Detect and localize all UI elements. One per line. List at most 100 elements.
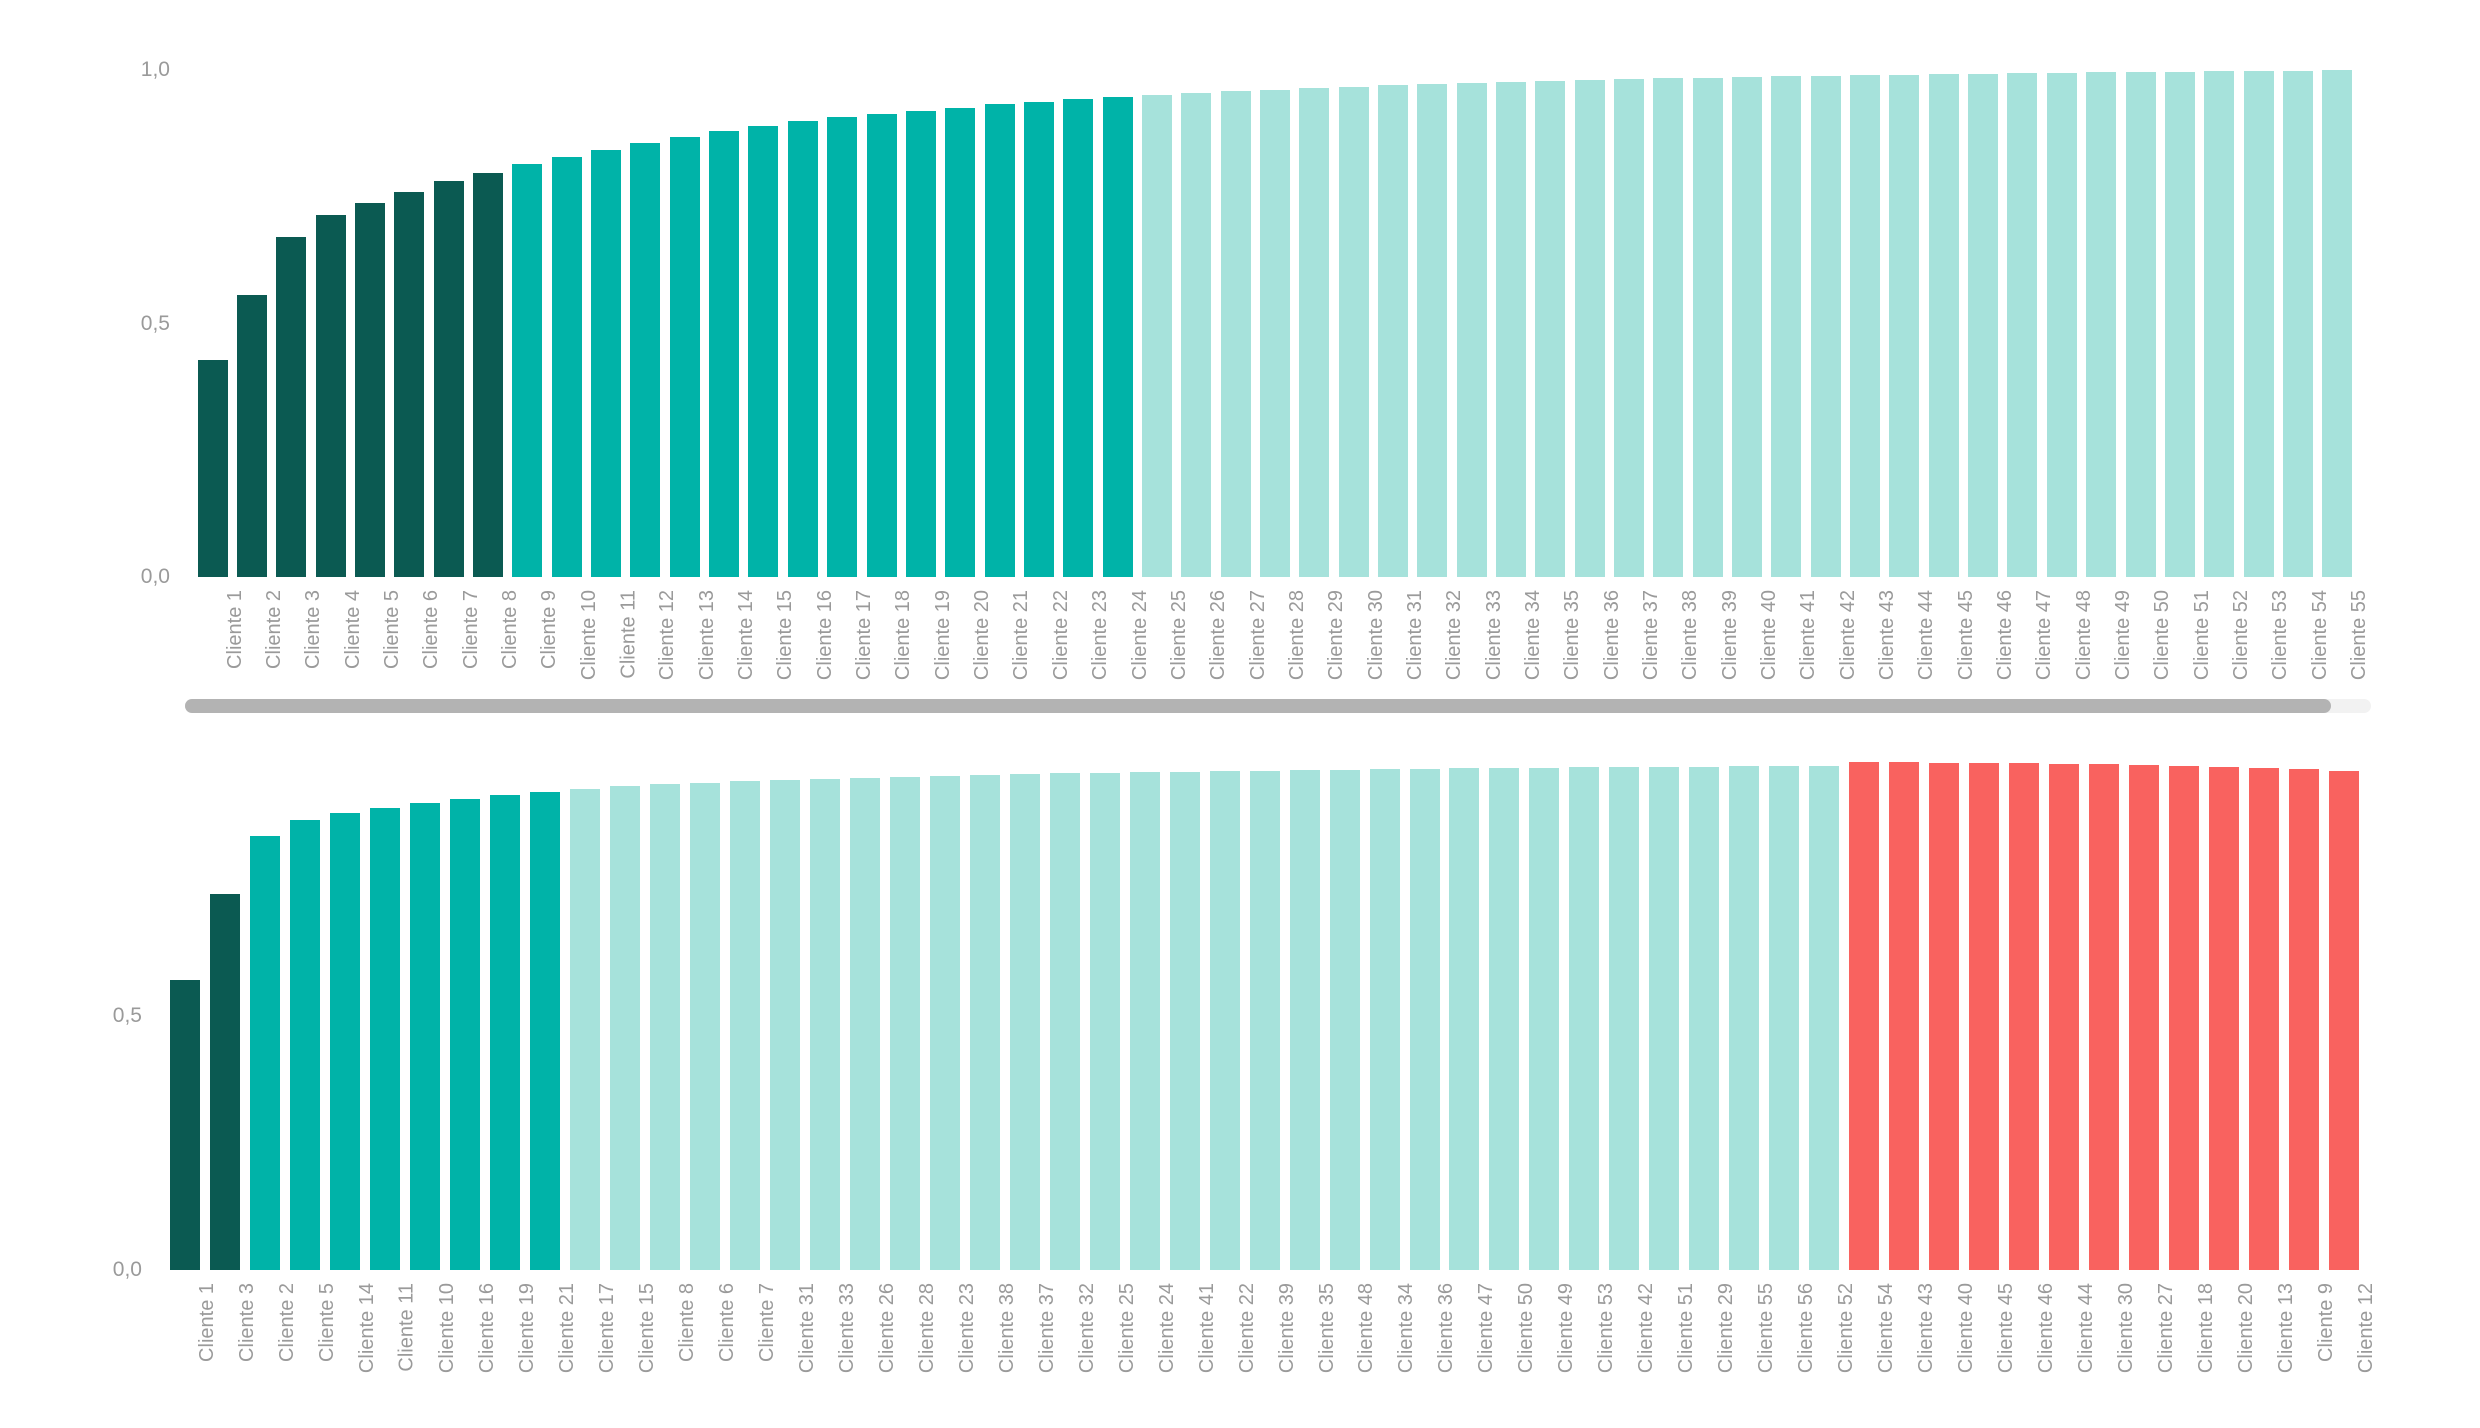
bar-cliente-18[interactable] bbox=[866, 114, 897, 577]
bar-cliente-50[interactable] bbox=[1489, 768, 1520, 1270]
bar-cliente-36[interactable] bbox=[1574, 80, 1605, 577]
bar-cliente-39[interactable] bbox=[1692, 78, 1723, 577]
bar-cliente-38[interactable] bbox=[1653, 78, 1684, 577]
bar-cliente-34[interactable] bbox=[1369, 769, 1400, 1270]
bar-cliente-50[interactable] bbox=[2125, 72, 2156, 577]
bar-cliente-15[interactable] bbox=[609, 786, 640, 1270]
bar-cliente-44[interactable] bbox=[2049, 764, 2080, 1270]
bar-cliente-47[interactable] bbox=[2007, 73, 2038, 577]
bar-cliente-56[interactable] bbox=[1769, 766, 1800, 1270]
bar-cliente-5[interactable] bbox=[289, 820, 320, 1270]
bar-cliente-54[interactable] bbox=[2282, 71, 2313, 577]
bar-cliente-12[interactable] bbox=[630, 143, 661, 577]
bar-cliente-7[interactable] bbox=[433, 181, 464, 577]
bar-cliente-34[interactable] bbox=[1496, 82, 1527, 577]
bar-cliente-3[interactable] bbox=[209, 894, 240, 1270]
bar-cliente-30[interactable] bbox=[1338, 87, 1369, 577]
bar-cliente-46[interactable] bbox=[1968, 74, 1999, 577]
bar-cliente-1[interactable] bbox=[197, 360, 228, 577]
bar-cliente-32[interactable] bbox=[1049, 773, 1080, 1270]
bar-cliente-25[interactable] bbox=[1141, 95, 1172, 577]
bar-cliente-16[interactable] bbox=[449, 799, 480, 1270]
bar-cliente-11[interactable] bbox=[591, 150, 622, 577]
bar-cliente-10[interactable] bbox=[409, 803, 440, 1270]
bar-cliente-37[interactable] bbox=[1614, 79, 1645, 577]
bar-cliente-45[interactable] bbox=[1928, 74, 1959, 577]
bar-cliente-36[interactable] bbox=[1409, 769, 1440, 1270]
bar-cliente-53[interactable] bbox=[2243, 71, 2274, 577]
bar-cliente-45[interactable] bbox=[1969, 763, 2000, 1270]
bar-cliente-28[interactable] bbox=[889, 777, 920, 1270]
bar-cliente-49[interactable] bbox=[1529, 768, 1560, 1270]
bar-cliente-38[interactable] bbox=[969, 775, 1000, 1270]
bar-cliente-10[interactable] bbox=[551, 157, 582, 577]
bar-cliente-32[interactable] bbox=[1417, 84, 1448, 577]
bar-cliente-39[interactable] bbox=[1249, 771, 1280, 1270]
bar-cliente-13[interactable] bbox=[2249, 768, 2280, 1270]
bar-cliente-17[interactable] bbox=[569, 789, 600, 1270]
bar-cliente-13[interactable] bbox=[669, 137, 700, 577]
bar-cliente-3[interactable] bbox=[276, 237, 307, 577]
bar-cliente-16[interactable] bbox=[787, 121, 818, 577]
bar-cliente-4[interactable] bbox=[315, 215, 346, 577]
bar-cliente-31[interactable] bbox=[769, 780, 800, 1270]
bar-cliente-55[interactable] bbox=[1729, 766, 1760, 1270]
bar-cliente-20[interactable] bbox=[945, 108, 976, 577]
bar-cliente-29[interactable] bbox=[1689, 767, 1720, 1270]
bar-cliente-27[interactable] bbox=[1220, 91, 1251, 577]
bar-cliente-54[interactable] bbox=[1849, 762, 1880, 1270]
bar-cliente-48[interactable] bbox=[2046, 73, 2077, 577]
bar-cliente-40[interactable] bbox=[1732, 77, 1763, 577]
bar-cliente-33[interactable] bbox=[1456, 83, 1487, 577]
bar-cliente-44[interactable] bbox=[1889, 75, 1920, 577]
bar-cliente-25[interactable] bbox=[1089, 773, 1120, 1270]
bar-cliente-42[interactable] bbox=[1609, 767, 1640, 1270]
bar-cliente-30[interactable] bbox=[2089, 764, 2120, 1270]
bar-cliente-20[interactable] bbox=[2209, 767, 2240, 1270]
bar-cliente-52[interactable] bbox=[1809, 766, 1840, 1270]
bar-cliente-17[interactable] bbox=[827, 117, 858, 577]
bar-cliente-5[interactable] bbox=[355, 203, 386, 577]
bar-cliente-31[interactable] bbox=[1377, 85, 1408, 577]
bar-cliente-21[interactable] bbox=[529, 792, 560, 1270]
bar-cliente-6[interactable] bbox=[689, 783, 720, 1270]
bar-cliente-2[interactable] bbox=[249, 836, 280, 1270]
bar-cliente-1[interactable] bbox=[169, 980, 200, 1270]
bar-cliente-37[interactable] bbox=[1009, 774, 1040, 1270]
bar-cliente-9[interactable] bbox=[512, 164, 543, 577]
bar-cliente-40[interactable] bbox=[1929, 763, 1960, 1270]
bar-cliente-23[interactable] bbox=[1063, 99, 1094, 577]
bar-cliente-2[interactable] bbox=[237, 295, 268, 577]
bar-cliente-51[interactable] bbox=[1649, 767, 1680, 1270]
bar-cliente-21[interactable] bbox=[984, 104, 1015, 577]
bar-cliente-14[interactable] bbox=[709, 131, 740, 577]
bar-cliente-53[interactable] bbox=[1569, 767, 1600, 1270]
bar-cliente-15[interactable] bbox=[748, 126, 779, 577]
bar-cliente-42[interactable] bbox=[1810, 76, 1841, 577]
bar-cliente-23[interactable] bbox=[929, 776, 960, 1270]
bar-cliente-22[interactable] bbox=[1023, 102, 1054, 577]
bar-cliente-6[interactable] bbox=[394, 192, 425, 577]
bar-cliente-8[interactable] bbox=[649, 784, 680, 1270]
bar-cliente-41[interactable] bbox=[1771, 76, 1802, 577]
bar-cliente-19[interactable] bbox=[905, 111, 936, 577]
bar-cliente-26[interactable] bbox=[1181, 93, 1212, 577]
bar-cliente-52[interactable] bbox=[2204, 71, 2235, 577]
bar-cliente-29[interactable] bbox=[1299, 88, 1330, 577]
bar-cliente-33[interactable] bbox=[809, 779, 840, 1270]
scrollbar-thumb[interactable] bbox=[185, 699, 2331, 713]
bar-cliente-35[interactable] bbox=[1289, 770, 1320, 1270]
bar-cliente-28[interactable] bbox=[1259, 90, 1290, 577]
bar-cliente-46[interactable] bbox=[2009, 763, 2040, 1270]
bar-cliente-19[interactable] bbox=[489, 795, 520, 1270]
bar-cliente-24[interactable] bbox=[1102, 97, 1133, 577]
bar-cliente-24[interactable] bbox=[1129, 772, 1160, 1270]
bar-cliente-11[interactable] bbox=[369, 808, 400, 1270]
bar-cliente-51[interactable] bbox=[2164, 72, 2195, 577]
bar-cliente-7[interactable] bbox=[729, 781, 760, 1270]
bar-cliente-48[interactable] bbox=[1329, 770, 1360, 1270]
bar-cliente-35[interactable] bbox=[1535, 81, 1566, 577]
bar-cliente-41[interactable] bbox=[1169, 772, 1200, 1270]
bar-cliente-27[interactable] bbox=[2129, 765, 2160, 1270]
bar-cliente-8[interactable] bbox=[473, 173, 504, 577]
